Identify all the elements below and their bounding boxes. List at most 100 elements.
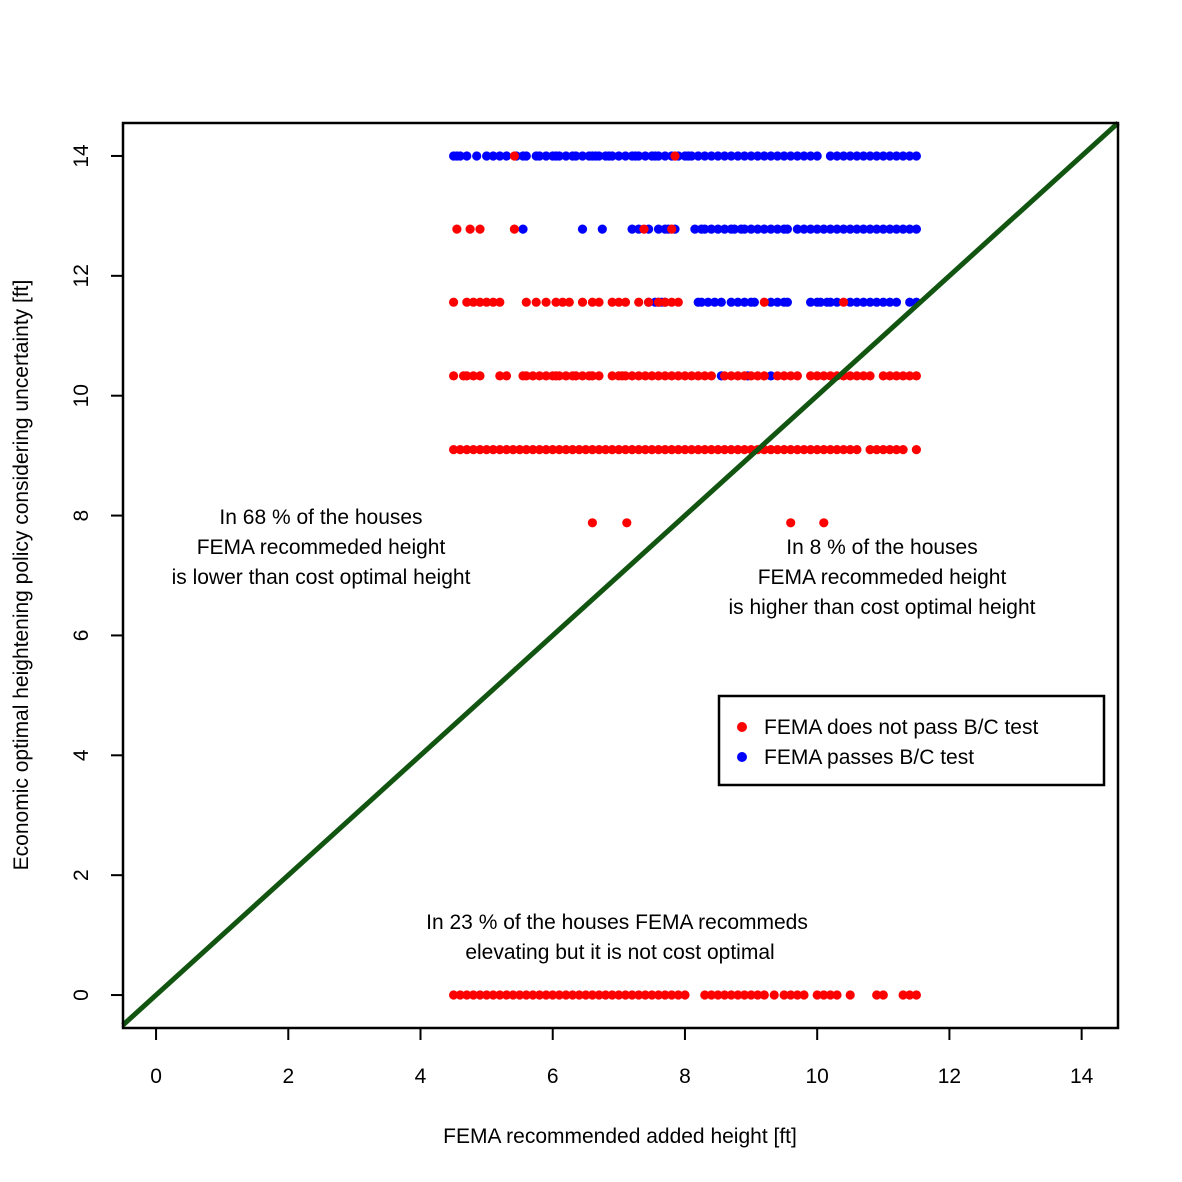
data-point [858,371,869,381]
data-point [911,224,922,234]
data-point [706,371,717,381]
data-point [700,151,710,161]
data-point [792,445,803,455]
data-point [839,297,849,307]
data-point [667,371,677,381]
data-point [680,371,690,381]
data-point [852,224,862,234]
annotation-line: FEMA recommeded height [758,566,1007,589]
data-point [878,151,888,161]
data-point [878,224,888,234]
data-point [845,151,855,161]
data-point [673,445,683,455]
data-point [614,297,624,307]
data-point [786,151,796,161]
x-tick-label: 4 [415,1065,427,1088]
data-point [792,151,803,161]
data-point [594,445,604,455]
data-point [581,445,591,455]
data-point [587,445,598,455]
x-tick-label: 6 [547,1065,559,1088]
x-tick-label: 14 [1070,1065,1094,1088]
annotation-line: In 68 % of the houses [219,506,422,529]
data-point [521,990,531,1000]
data-point [759,297,769,307]
data-point [799,224,809,234]
data-point [733,445,743,455]
data-point [653,371,664,381]
data-point [554,445,564,455]
data-point [528,445,538,455]
data-point [554,151,564,161]
data-point [786,990,796,1000]
data-point [488,297,498,307]
data-point [739,151,750,161]
data-point [620,445,631,455]
data-point [634,297,644,307]
data-point [627,990,637,1000]
data-point [541,297,551,307]
data-point [620,371,631,381]
data-point [845,297,855,307]
data-point [832,151,842,161]
data-point [670,151,680,161]
data-point [620,990,631,1000]
data-point [577,151,588,161]
data-point [720,371,730,381]
data-point [779,445,789,455]
data-point [720,224,730,234]
data-point [706,990,717,1000]
data-point [779,990,789,1000]
data-point [819,518,829,528]
data-point [706,224,717,234]
annotation-line: FEMA recommeded height [197,536,446,559]
data-point [852,445,862,455]
data-point [564,297,574,307]
data-point [495,371,505,381]
data-point [647,445,657,455]
data-point [782,224,793,234]
data-point [660,297,670,307]
data-point [667,297,677,307]
y-axis: 0 2 4 6 8 10 12 14 [70,144,124,1001]
data-point [845,224,855,234]
x-axis-title: FEMA recommended added height [ft] [443,1125,797,1148]
data-point [878,990,888,1000]
data-point [673,371,683,381]
data-point [449,990,459,1000]
data-point [594,990,604,1000]
data-point [587,297,598,307]
data-point [577,297,588,307]
data-point [891,445,902,455]
data-point [640,990,650,1000]
data-point [713,224,723,234]
data-point [911,371,922,381]
data-point [911,151,922,161]
data-point [673,990,683,1000]
y-tick-label: 8 [70,510,93,522]
x-tick-label: 8 [679,1065,691,1088]
data-point [839,224,849,234]
data-point [806,371,816,381]
data-point [720,151,730,161]
legend: FEMA does not pass B/C test FEMA passes … [717,694,1106,787]
data-point [885,445,895,455]
data-point [786,445,796,455]
data-point [872,297,882,307]
data-point [703,297,713,307]
data-point [772,371,783,381]
data-point [706,151,717,161]
data-point [825,990,836,1000]
data-point [806,445,816,455]
data-point [865,371,875,381]
data-point [825,224,836,234]
data-point [660,990,670,1000]
data-point [644,297,654,307]
data-point [878,445,888,455]
data-point [488,151,498,161]
data-point [475,297,485,307]
data-point [475,371,485,381]
data-point [475,445,485,455]
x-tick-label: 10 [806,1065,829,1088]
data-point [614,151,624,161]
